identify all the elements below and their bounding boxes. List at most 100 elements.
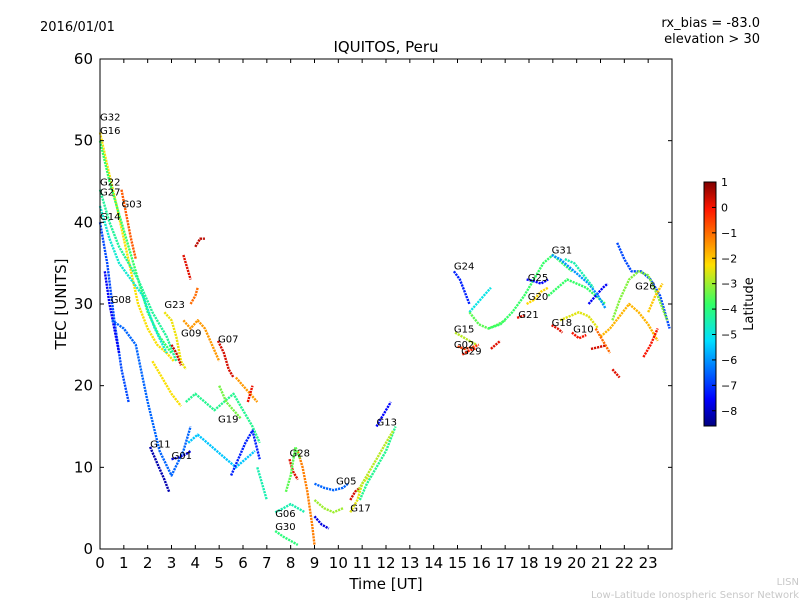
series-g28c (284, 445, 302, 493)
series-g02 (457, 343, 480, 351)
colorbar-ticks: 1 0 −1 −2 −3 −4 −5 −6 −7 −8 (712, 176, 737, 418)
x-tick-label: 6 (238, 554, 248, 572)
series-g26f (590, 344, 606, 351)
series-g23b (170, 344, 183, 366)
y-axis-label: TEC [UNITS] (52, 259, 70, 351)
colorbar-tick-label: −7 (721, 379, 737, 392)
series-g04d (218, 385, 242, 420)
x-tick-label: 7 (262, 554, 272, 572)
satellite-label-g14: G14 (100, 212, 120, 223)
elevation-label: elevation > 30 (664, 32, 760, 47)
series-g03 (120, 189, 137, 260)
x-axis: 0 1 2 3 4 5 6 7 8 9 10 11 12 13 14 15 16 17 18 19 20 21 22 23 (95, 59, 658, 572)
x-tick-label: 14 (424, 554, 443, 572)
satellite-label-g05: G05 (336, 477, 356, 488)
x-tick-label: 19 (543, 554, 562, 572)
series-g20 (526, 286, 549, 306)
colorbar-tick-label: −3 (721, 278, 737, 291)
satellite-label-g21: G21 (518, 310, 538, 321)
series-g32 (98, 132, 175, 362)
series-g19 (185, 392, 261, 444)
satellite-label-g20: G20 (528, 292, 548, 303)
series-g01 (171, 450, 192, 461)
date-label: 2016/01/01 (40, 20, 115, 35)
satellite-label-g10: G10 (573, 325, 593, 336)
series-g15 (454, 331, 478, 346)
footer-network: Low-Latitude Ionospheric Sensor Network (591, 590, 799, 600)
x-tick-label: 22 (615, 554, 634, 572)
x-tick-label: 13 (400, 554, 419, 572)
x-tick-label: 9 (310, 554, 320, 572)
satellite-label-g19: G19 (218, 414, 238, 425)
colorbar-tick-label: −8 (721, 405, 737, 418)
series-g05b (313, 499, 344, 514)
satellite-label-g27: G27 (100, 187, 120, 198)
x-tick-label: 8 (286, 554, 296, 572)
y-tick-label: 0 (83, 540, 93, 558)
satellite-label-g29: G29 (461, 347, 481, 358)
satellite-label-g30: G30 (275, 522, 295, 533)
series-g07 (216, 340, 235, 379)
y-tick-label: 40 (74, 213, 93, 231)
series-g29 (461, 346, 477, 356)
series-g30 (274, 530, 299, 546)
series-g26e (611, 368, 621, 379)
satellite-label-g31: G31 (552, 245, 572, 256)
y-tick-label: 10 (74, 458, 93, 476)
series-g30b (256, 466, 268, 501)
series-g14 (98, 222, 130, 403)
satellite-label-g08: G08 (111, 295, 131, 306)
series-g09b (151, 360, 182, 407)
colorbar-tick-label: −6 (721, 354, 737, 367)
x-tick-label: 10 (329, 554, 348, 572)
satellite-label-g28: G28 (290, 449, 310, 460)
series-g29b (490, 339, 502, 350)
satellite-label-g17: G17 (350, 503, 370, 514)
colorbar-label: Latitude (742, 277, 757, 331)
satellite-label-g11: G11 (150, 440, 170, 451)
satellite-label-g03: G03 (122, 200, 142, 211)
x-tick-label: 12 (376, 554, 395, 572)
satellite-label-g23: G23 (164, 300, 184, 311)
series-g23 (163, 311, 187, 370)
colorbar-tick-label: −5 (721, 329, 737, 342)
colorbar-tick-label: −1 (721, 227, 737, 240)
series-g18 (551, 324, 564, 334)
series-g20b (547, 278, 607, 305)
series-g17b (349, 486, 361, 501)
series-g06 (274, 502, 306, 514)
series-g08 (103, 271, 121, 354)
series-g31b (564, 257, 595, 289)
series-g11 (148, 446, 171, 493)
satellite-label-g16: G16 (100, 126, 120, 137)
series-g04b (189, 287, 199, 305)
series-g10 (571, 331, 587, 340)
colorbar-tick-label: −4 (721, 303, 737, 316)
colorbar (703, 181, 717, 427)
satellite-label-g07: G07 (218, 334, 238, 345)
series-layer (98, 132, 671, 546)
series-g13 (375, 401, 392, 428)
rx-bias-label: rx_bias = -83.0 (661, 16, 760, 31)
satellite-label-g26: G26 (635, 281, 655, 292)
x-tick-label: 18 (519, 554, 538, 572)
series-g12 (229, 429, 261, 476)
satellite-label-g06: G06 (275, 509, 295, 520)
series-g31 (551, 253, 607, 309)
colorbar-tick-label: −2 (721, 252, 737, 265)
x-tick-label: 17 (496, 554, 515, 572)
x-tick-label: 15 (448, 554, 467, 572)
series-g21 (516, 314, 525, 320)
x-tick-label: 20 (567, 554, 586, 572)
series-g09 (182, 319, 221, 362)
chart-title: IQUITOS, Peru (333, 38, 438, 56)
series-g07b (234, 376, 259, 403)
x-tick-label: 5 (214, 554, 224, 572)
x-tick-label: 23 (639, 554, 658, 572)
series-g13c (356, 429, 395, 493)
series-g26b (611, 270, 669, 321)
series-g24 (452, 270, 471, 305)
series-g22 (98, 189, 178, 362)
x-tick-label: 16 (472, 554, 491, 572)
